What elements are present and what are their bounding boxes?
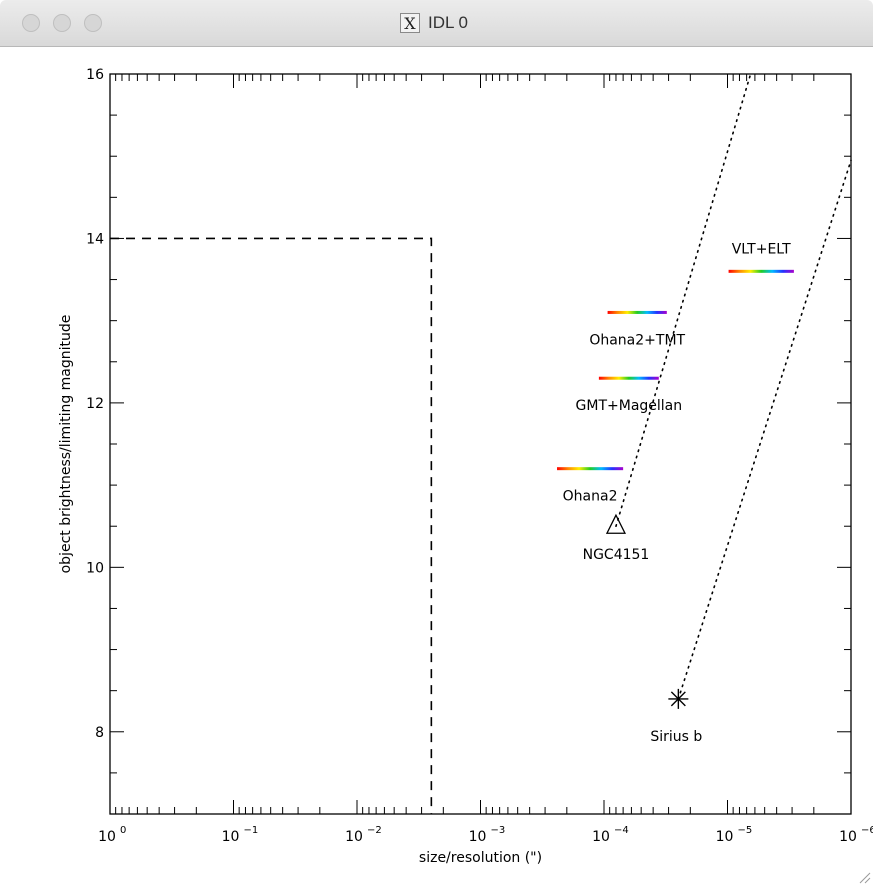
x-tick-label: 10 <box>98 829 116 845</box>
instrument-rainbow-bar <box>598 376 659 380</box>
x-tick-label: 10 <box>222 829 240 845</box>
x-tick-label: 10 <box>469 829 487 845</box>
zoom-window-button[interactable] <box>84 14 102 32</box>
y-tick-label: 12 <box>86 396 104 412</box>
instrument-label: Ohana2 <box>563 489 618 505</box>
x-tick-exponent: −6 <box>861 825 873 836</box>
instrument-label: GMT+Magellan <box>576 398 683 414</box>
y-axis-label: object brightness/limiting magnitude <box>58 315 74 574</box>
instrument-label: VLT+ELT <box>732 241 791 257</box>
title-bar: X IDL 0 <box>0 0 873 47</box>
instrument-rainbow-bar <box>607 310 667 314</box>
object-label: NGC4151 <box>583 547 650 563</box>
object-label: Sirius b <box>650 729 702 745</box>
y-tick-label: 14 <box>86 231 104 247</box>
y-tick-label: 16 <box>86 67 104 83</box>
x-tick-label: 10 <box>345 829 363 845</box>
y-tick-label: 10 <box>86 560 104 576</box>
asterisk-marker-stroke <box>670 691 686 707</box>
x-tick-exponent: −5 <box>738 825 753 836</box>
triangle-marker <box>605 513 627 534</box>
x-tick-exponent: −3 <box>491 825 506 836</box>
minimize-window-button[interactable] <box>53 14 71 32</box>
x-tick-label: 10 <box>716 829 734 845</box>
plot-area: size/resolution (") object brightness/li… <box>58 67 873 866</box>
x-tick-exponent: 0 <box>120 825 126 836</box>
instrument-rainbow-bar <box>557 467 624 471</box>
x-tick-label: 10 <box>839 829 857 845</box>
axes-frame <box>109 73 852 815</box>
instrument-label: Ohana2+TMT <box>589 332 685 348</box>
limit-box-dashed-line <box>110 237 433 814</box>
y-tick-label: 8 <box>95 725 104 741</box>
window-title: IDL 0 <box>428 13 469 32</box>
x-tick-exponent: −4 <box>614 825 629 836</box>
x-tick-exponent: −2 <box>367 825 382 836</box>
resize-grip-icon[interactable] <box>857 870 871 884</box>
close-window-button[interactable] <box>22 14 40 32</box>
window-title-group: X IDL 0 <box>400 11 468 35</box>
x-tick-label: 10 <box>592 829 610 845</box>
x11-icon: X <box>400 13 420 33</box>
instrument-rainbow-bar <box>728 269 794 273</box>
x-axis-label: size/resolution (") <box>419 850 542 866</box>
dotted-trend-line <box>615 73 752 528</box>
x-tick-exponent: −1 <box>244 825 259 836</box>
